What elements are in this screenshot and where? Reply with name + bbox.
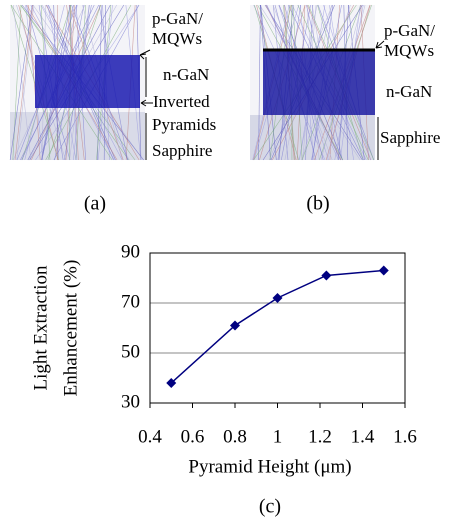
x-tick-label: 0.6 [181, 426, 205, 447]
data-point [230, 320, 240, 331]
x-tick-label: 1.2 [308, 426, 332, 447]
data-line [170, 269, 384, 384]
ray [28, 4, 41, 161]
x-tick-label: 1.4 [351, 426, 375, 447]
label: Inverted [153, 92, 210, 111]
n-gan-layer [263, 50, 375, 115]
arrow [139, 49, 153, 107]
y-axis-label: Enhancement (%) [60, 260, 81, 397]
ray [14, 4, 34, 161]
y-tick-label: 70 [121, 291, 140, 312]
x-tick-label: 0.8 [223, 426, 247, 447]
ray [12, 4, 22, 161]
label: p-GaN/ [384, 21, 435, 40]
data-point [272, 293, 283, 303]
label: n-GaN [386, 82, 432, 101]
caption: (a) [84, 193, 106, 215]
label: p-GaN/ [152, 9, 203, 28]
label: MQWs [152, 29, 202, 48]
plot-frame [149, 252, 406, 404]
data-point [321, 270, 332, 281]
x-tick-label: 1.6 [393, 426, 417, 447]
label: Sapphire [152, 141, 212, 160]
x-tick-label: 0.4 [138, 426, 162, 447]
n-gan-layer [35, 55, 140, 108]
y-tick-label: 50 [121, 341, 140, 362]
y-tick-label: 30 [121, 391, 140, 412]
label: Pyramids [152, 115, 216, 134]
label: Sapphire [380, 128, 440, 147]
ray [9, 4, 33, 161]
x-tick-label: 1 [273, 426, 283, 447]
y-axis-label: Light Extraction [30, 265, 51, 391]
x-axis-label: Pyramid Height (μm) [188, 456, 351, 477]
arrow [375, 40, 385, 49]
caption: (c) [259, 496, 281, 518]
label: MQWs [384, 41, 434, 60]
data-point [166, 378, 177, 388]
caption: (b) [306, 193, 329, 215]
ray [16, 4, 35, 161]
y-tick-label: 90 [121, 241, 140, 262]
label: n-GaN [163, 65, 209, 84]
data-point [378, 265, 389, 276]
ray [12, 4, 32, 161]
ray [10, 4, 59, 161]
